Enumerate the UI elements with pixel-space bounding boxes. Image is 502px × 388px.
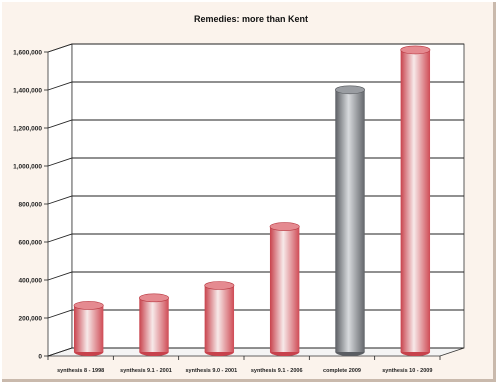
chart-title: Remedies: more than Kent	[193, 14, 309, 24]
bar-body	[204, 285, 235, 352]
y-tick-label: 600,000	[19, 240, 43, 247]
x-tick-label: synthesis 9.1 - 2006	[251, 368, 303, 374]
bar	[269, 222, 300, 356]
gridline	[47, 233, 464, 243]
gridline	[47, 157, 464, 167]
bar	[400, 45, 431, 356]
x-tick-label: synthesis 9.1 - 2001	[120, 368, 172, 374]
bar	[139, 293, 170, 356]
y-tick-label: 400,000	[19, 278, 43, 285]
bar-top	[204, 281, 235, 290]
gridline	[47, 43, 464, 53]
bar-layer	[73, 45, 431, 356]
x-tick-label: synthesis 8 - 1998	[57, 368, 104, 374]
bar	[73, 301, 104, 356]
x-tick-label: synthesis 10 - 2009	[382, 368, 432, 374]
bar	[204, 281, 235, 356]
y-tick-label: 1,400,000	[13, 88, 42, 95]
x-tick-label: synthesis 9.0 - 2001	[185, 368, 237, 374]
gridline	[47, 195, 464, 205]
y-tick-label: 0	[38, 354, 42, 361]
bar-body	[139, 297, 169, 352]
bar-top	[334, 85, 365, 95]
label-layer: 0 200,000 400,000 600,000 800,000 1,000,000 1,…	[13, 50, 432, 375]
y-tick-label: 1,000,000	[13, 164, 42, 171]
gridline	[47, 271, 464, 281]
bar-body	[269, 226, 300, 352]
y-tick-label: 800,000	[19, 202, 43, 209]
bar-body	[400, 49, 431, 353]
x-tick-label: complete 2009	[323, 368, 361, 374]
bar-top	[139, 293, 170, 303]
bar-body	[335, 89, 365, 353]
bar-top	[73, 301, 104, 310]
y-tick-label: 1,200,000	[13, 126, 42, 133]
bar-top	[400, 45, 431, 55]
bar-body	[73, 305, 104, 352]
gridline	[47, 309, 464, 319]
y-tick-label: 200,000	[19, 316, 43, 323]
bar	[334, 85, 365, 356]
gridline	[47, 119, 464, 129]
bar-top	[269, 222, 300, 231]
gridline	[47, 81, 464, 91]
y-tick-label: 1,600,000	[13, 50, 42, 57]
gridline	[47, 347, 464, 357]
